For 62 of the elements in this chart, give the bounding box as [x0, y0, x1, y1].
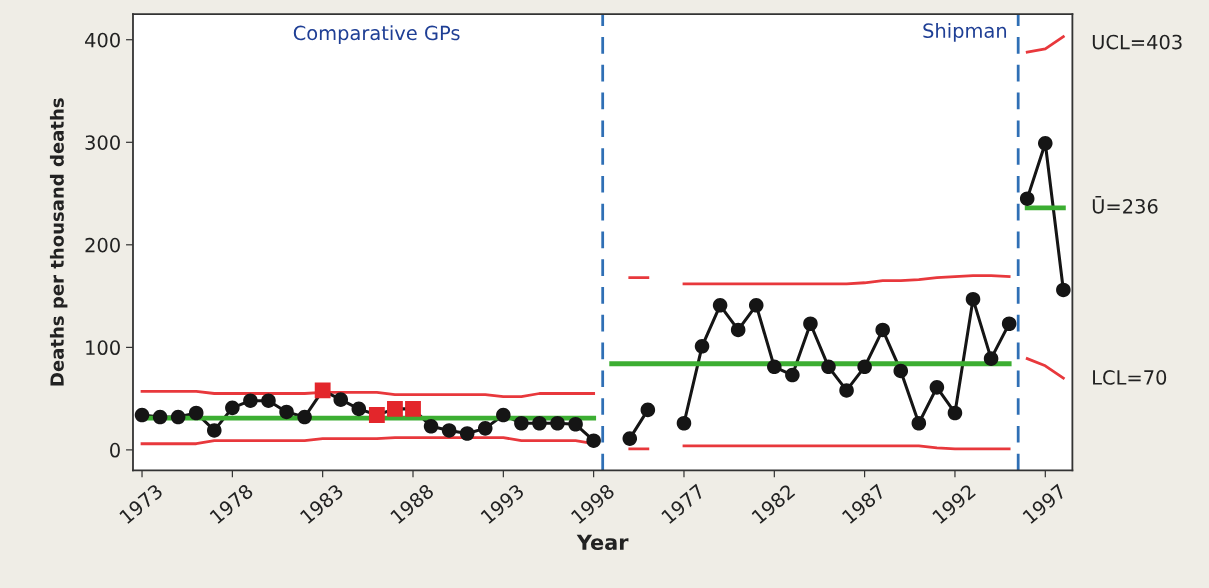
point	[188, 405, 204, 421]
y-tick-label: 200	[85, 237, 120, 253]
point	[965, 291, 981, 307]
point	[477, 421, 493, 436]
point	[875, 322, 890, 338]
point	[134, 407, 150, 423]
point	[387, 400, 403, 417]
point	[170, 409, 186, 425]
point	[767, 359, 782, 375]
point	[1001, 316, 1017, 332]
point	[279, 404, 294, 420]
point	[1038, 136, 1053, 151]
text: LCL=70	[1093, 370, 1167, 385]
annotation: Comparative GPs	[293, 25, 460, 45]
point	[929, 380, 945, 395]
point	[405, 400, 421, 417]
point	[947, 405, 963, 421]
point	[550, 415, 565, 431]
point	[459, 426, 475, 441]
point	[297, 409, 312, 425]
y-tick-label: 400	[85, 32, 120, 48]
point	[893, 363, 909, 379]
point	[785, 367, 800, 383]
point	[225, 400, 240, 416]
y-tick-label: 300	[85, 135, 120, 150]
point	[441, 423, 457, 438]
point	[152, 409, 168, 425]
y-tick-label: 0	[110, 442, 120, 458]
y-axis-title: Deaths per thousand deaths	[49, 98, 68, 386]
point	[857, 359, 872, 375]
point	[712, 298, 728, 313]
point	[839, 383, 854, 398]
point	[586, 433, 601, 448]
point	[496, 407, 511, 423]
point	[514, 415, 529, 431]
point	[748, 298, 764, 313]
point	[803, 316, 818, 332]
point	[423, 419, 439, 434]
point	[368, 407, 385, 423]
point	[261, 393, 276, 408]
point	[333, 392, 349, 407]
point	[314, 382, 331, 399]
point	[821, 359, 836, 375]
point	[694, 339, 710, 354]
point	[568, 416, 583, 432]
point	[676, 415, 692, 431]
point	[532, 415, 547, 431]
point	[622, 431, 638, 446]
point	[730, 322, 746, 338]
point	[243, 393, 258, 408]
text: UCL=403	[1092, 34, 1182, 50]
text: Ū=236	[1092, 195, 1158, 214]
point	[1019, 191, 1035, 206]
point	[351, 401, 367, 417]
point	[983, 351, 999, 366]
point	[911, 415, 927, 431]
annotation: Shipman	[923, 22, 1007, 42]
x-axis-title: Year	[576, 534, 629, 551]
point	[1056, 282, 1071, 298]
point	[207, 423, 222, 438]
y-tick-label: 100	[86, 340, 120, 356]
point	[640, 402, 656, 418]
